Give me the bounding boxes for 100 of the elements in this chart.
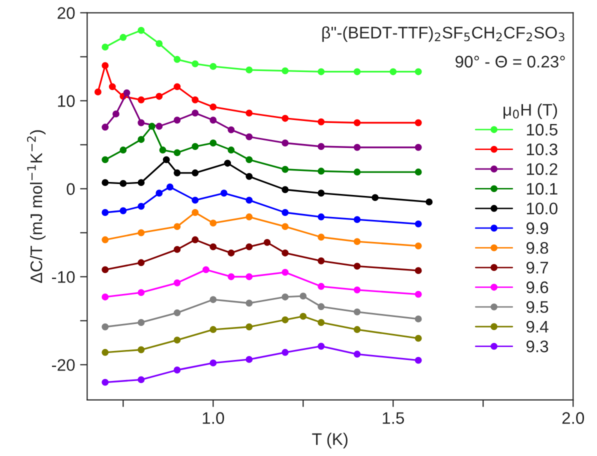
point <box>102 179 109 186</box>
legend-label: 9.6 <box>526 281 548 294</box>
legend-label: 9.5 <box>526 301 548 313</box>
point <box>414 334 422 342</box>
point <box>120 34 127 41</box>
y-tick-label: -20 <box>52 359 75 371</box>
point <box>102 378 109 386</box>
point <box>426 198 433 206</box>
point <box>354 350 361 358</box>
point <box>246 213 253 220</box>
point <box>174 366 181 374</box>
point <box>174 169 181 176</box>
point <box>192 236 199 244</box>
point <box>138 179 145 186</box>
point <box>192 60 199 68</box>
point <box>138 376 145 384</box>
point <box>318 168 325 175</box>
point <box>138 26 145 34</box>
point <box>246 323 253 330</box>
point <box>246 273 253 280</box>
point <box>210 296 217 304</box>
point <box>228 126 235 134</box>
point <box>414 144 422 151</box>
annotation: 90° - Θ = 0.23° <box>456 56 565 68</box>
point <box>138 229 145 236</box>
point <box>318 118 325 126</box>
point <box>156 122 163 130</box>
point <box>192 169 199 176</box>
point <box>414 168 422 176</box>
point <box>354 286 361 294</box>
point <box>282 166 289 173</box>
point <box>282 348 289 356</box>
point <box>300 312 307 320</box>
point <box>414 119 422 126</box>
point <box>159 146 166 154</box>
point <box>414 220 422 228</box>
point <box>120 180 127 187</box>
y-axis-title: ΔC/T (mJ mol$^{−1}$K$^{−2}$) <box>27 130 46 283</box>
point <box>300 292 307 300</box>
point <box>210 62 217 70</box>
legend-label: 9.9 <box>526 222 548 234</box>
point <box>282 186 289 194</box>
point <box>112 110 120 118</box>
point <box>282 223 289 230</box>
point <box>246 356 253 363</box>
point <box>264 238 271 246</box>
point <box>318 143 325 150</box>
point <box>246 133 253 140</box>
point <box>174 149 181 156</box>
point <box>246 66 253 74</box>
point <box>102 266 109 274</box>
point <box>414 267 422 274</box>
point <box>282 268 289 276</box>
point <box>210 220 217 227</box>
y-tick-label: 20 <box>58 7 75 19</box>
point <box>282 316 289 324</box>
point <box>354 308 361 316</box>
point <box>414 315 422 322</box>
point <box>156 190 163 197</box>
point <box>138 136 145 143</box>
point <box>174 279 181 286</box>
point <box>228 250 235 256</box>
x-tick-label: 1.0 <box>202 412 224 424</box>
point <box>192 143 199 150</box>
point <box>174 336 181 344</box>
point <box>174 309 181 316</box>
point <box>192 196 199 204</box>
point <box>354 216 361 224</box>
legend-label: 10.1 <box>526 182 558 195</box>
point <box>354 119 361 126</box>
point <box>354 326 361 333</box>
point <box>390 68 397 76</box>
point <box>102 44 109 51</box>
legend-label: 9.4 <box>526 320 548 333</box>
point <box>246 243 253 250</box>
point <box>372 194 379 202</box>
point <box>220 190 228 197</box>
point <box>148 122 156 130</box>
point <box>210 116 217 124</box>
y-tick-label: -10 <box>52 271 75 283</box>
point <box>123 89 130 96</box>
point <box>138 346 145 354</box>
point <box>210 243 217 250</box>
legend-label: 9.3 <box>526 340 548 352</box>
point <box>102 124 109 131</box>
point <box>354 168 361 176</box>
point <box>354 68 361 76</box>
point <box>246 110 253 117</box>
point <box>210 326 217 333</box>
point <box>210 103 217 110</box>
legend-label: 10.5 <box>526 124 558 136</box>
point <box>138 259 145 266</box>
point <box>318 190 325 197</box>
point <box>282 250 289 256</box>
point <box>318 234 325 241</box>
x-axis-title: T (K) <box>312 432 348 448</box>
point <box>192 96 199 104</box>
point <box>282 209 289 216</box>
point <box>94 88 102 96</box>
point <box>174 116 181 124</box>
